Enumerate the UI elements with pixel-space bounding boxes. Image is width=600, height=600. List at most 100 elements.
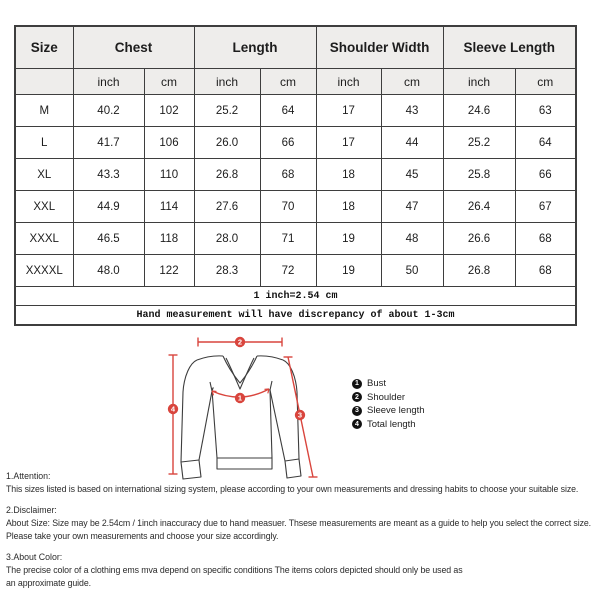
unit-header: cm — [514, 68, 577, 95]
legend-label: Shoulder — [367, 391, 406, 403]
footnote-row: Hand measurement will have discrepancy o… — [14, 305, 577, 326]
value-cell: 71 — [259, 222, 317, 255]
table-row: XXXL 46.5 118 28.0 71 19 48 26.6 68 — [14, 222, 577, 255]
value-cell: 18 — [315, 158, 382, 191]
unit-header: cm — [380, 68, 444, 95]
note-line: About Size: Size may be 2.54cm / 1inch i… — [6, 518, 592, 528]
value-cell: 118 — [143, 222, 195, 255]
inch-conversion-note: 1 inch=2.54 cm — [14, 286, 577, 306]
note-attention: 1.Attention: This sizes listed is based … — [6, 470, 598, 496]
note-line: The precise color of a clothing ems mva … — [6, 565, 463, 575]
table-row: XXXXL 48.0 122 28.3 72 19 50 26.8 68 — [14, 254, 577, 287]
unit-header: inch — [315, 68, 382, 95]
marker-bust: 1 — [234, 392, 246, 404]
value-cell: 40.2 — [72, 94, 145, 127]
value-cell: 68 — [514, 222, 577, 255]
unit-header: cm — [259, 68, 317, 95]
value-cell: 18 — [315, 190, 382, 223]
marker-shoulder: 2 — [234, 336, 246, 348]
unit-header-empty — [14, 68, 74, 95]
svg-text:4: 4 — [171, 405, 176, 414]
value-cell: 68 — [259, 158, 317, 191]
value-cell: 66 — [259, 126, 317, 159]
size-cell: M — [14, 94, 74, 127]
value-cell: 122 — [143, 254, 195, 287]
marker-sleeve-length: 3 — [294, 409, 306, 421]
value-cell: 47 — [380, 190, 444, 223]
value-cell: 67 — [514, 190, 577, 223]
note-line: This sizes listed is based on internatio… — [6, 484, 579, 494]
value-cell: 70 — [259, 190, 317, 223]
value-cell: 45 — [380, 158, 444, 191]
value-cell: 64 — [514, 126, 577, 159]
table-unit-row: inch cm inch cm inch cm inch cm — [14, 68, 577, 95]
legend-label: Sleeve length — [367, 405, 425, 417]
value-cell: 43 — [380, 94, 444, 127]
value-cell: 19 — [315, 222, 382, 255]
note-line: Please take your own measurements and ch… — [6, 531, 279, 541]
value-cell: 68 — [514, 254, 577, 287]
legend-item-total-length: 4 Total length — [352, 418, 425, 432]
note-heading: 3.About Color: — [6, 552, 63, 562]
value-cell: 64 — [259, 94, 317, 127]
value-cell: 26.8 — [442, 254, 516, 287]
legend-item-sleeve-length: 3 Sleeve length — [352, 404, 425, 418]
value-cell: 26.8 — [193, 158, 261, 191]
legend-item-bust: 1 Bust — [352, 377, 425, 391]
value-cell: 25.8 — [442, 158, 516, 191]
value-cell: 43.3 — [72, 158, 145, 191]
legend-number-badge: 4 — [352, 419, 362, 430]
table-row: M 40.2 102 25.2 64 17 43 24.6 63 — [14, 94, 577, 127]
value-cell: 63 — [514, 94, 577, 127]
value-cell: 28.0 — [193, 222, 261, 255]
value-cell: 26.6 — [442, 222, 516, 255]
marker-total-length: 4 — [167, 403, 179, 415]
sweater-outline-icon — [180, 355, 302, 480]
value-cell: 66 — [514, 158, 577, 191]
col-header-chest: Chest — [72, 25, 195, 69]
value-cell: 26.4 — [442, 190, 516, 223]
table-header-row: Size Chest Length Shoulder Width Sleeve … — [14, 25, 577, 69]
note-heading: 2.Disclaimer: — [6, 505, 57, 515]
svg-text:1: 1 — [238, 394, 242, 403]
value-cell: 17 — [315, 126, 382, 159]
value-cell: 41.7 — [72, 126, 145, 159]
total-length-measure-line — [168, 354, 178, 475]
svg-text:2: 2 — [238, 338, 242, 347]
size-chart-table: Size Chest Length Shoulder Width Sleeve … — [14, 25, 578, 326]
notes-section: 1.Attention: This sizes listed is based … — [6, 470, 598, 598]
footnote-row: 1 inch=2.54 cm — [14, 286, 577, 306]
size-cell: XXXXL — [14, 254, 74, 287]
value-cell: 114 — [143, 190, 195, 223]
note-heading: 1.Attention: — [6, 471, 51, 481]
value-cell: 72 — [259, 254, 317, 287]
table-row: L 41.7 106 26.0 66 17 44 25.2 64 — [14, 126, 577, 159]
size-cell: XL — [14, 158, 74, 191]
value-cell: 106 — [143, 126, 195, 159]
legend-label: Bust — [367, 378, 387, 390]
legend-number-badge: 1 — [352, 378, 362, 389]
diagram-legend: 1 Bust 2 Shoulder 3 Sleeve length 4 Tota… — [352, 377, 425, 431]
col-header-shoulder-width: Shoulder Width — [315, 25, 444, 69]
legend-item-shoulder: 2 Shoulder — [352, 391, 425, 405]
value-cell: 25.2 — [193, 94, 261, 127]
value-cell: 48 — [380, 222, 444, 255]
note-disclaimer: 2.Disclaimer: About Size: Size may be 2.… — [6, 504, 598, 543]
svg-text:3: 3 — [298, 411, 302, 420]
value-cell: 17 — [315, 94, 382, 127]
value-cell: 19 — [315, 254, 382, 287]
size-cell: XXL — [14, 190, 74, 223]
value-cell: 44 — [380, 126, 444, 159]
table-row: XL 43.3 110 26.8 68 18 45 25.8 66 — [14, 158, 577, 191]
unit-header: inch — [193, 68, 261, 95]
value-cell: 110 — [143, 158, 195, 191]
note-about-color: 3.About Color: The precise color of a cl… — [6, 551, 598, 590]
value-cell: 102 — [143, 94, 195, 127]
col-header-length: Length — [193, 25, 317, 69]
value-cell: 25.2 — [442, 126, 516, 159]
size-cell: L — [14, 126, 74, 159]
note-line: an approximate guide. — [6, 578, 91, 588]
value-cell: 48.0 — [72, 254, 145, 287]
value-cell: 50 — [380, 254, 444, 287]
value-cell: 24.6 — [442, 94, 516, 127]
